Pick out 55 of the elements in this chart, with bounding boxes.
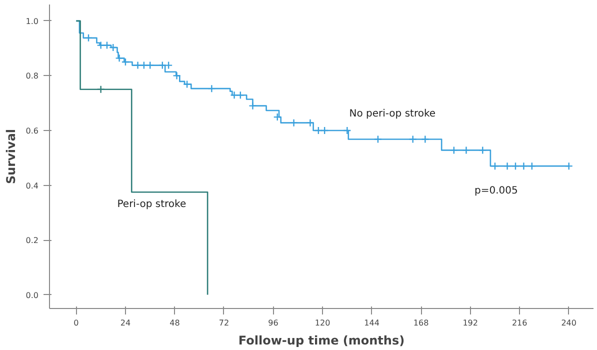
point [164, 61, 173, 70]
x-tick-label: 96 [268, 318, 278, 328]
x-tick-label: 192 [462, 318, 478, 328]
y-tick-label: 0.2 [26, 236, 39, 246]
series-label: No peri-op stroke [349, 108, 436, 120]
y-tick-label: 0.8 [26, 72, 39, 81]
point [520, 162, 528, 170]
x-tick-label: 120 [314, 318, 330, 328]
point [290, 118, 298, 127]
point [115, 54, 124, 62]
point [140, 61, 148, 70]
y-tick-label: 0.6 [26, 126, 39, 136]
x-tick-label: 144 [364, 318, 380, 328]
annotation: p=0.005 [474, 186, 518, 196]
x-tick-label: 216 [512, 318, 528, 328]
x-tick-label: 48 [170, 318, 180, 328]
point [158, 61, 167, 70]
point [96, 41, 105, 50]
y-tick-label: 1.0 [26, 16, 39, 26]
point [320, 126, 329, 135]
point [343, 126, 352, 135]
point [182, 80, 192, 88]
point [478, 146, 487, 154]
point [208, 84, 216, 93]
x-tick-label: 240 [561, 318, 577, 328]
point [490, 162, 500, 170]
x-tick-label: 24 [120, 318, 131, 328]
point [503, 162, 512, 170]
point [172, 72, 181, 80]
point [564, 162, 573, 170]
x-tick-label: 72 [218, 318, 230, 328]
y-tick-label: 0.4 [26, 181, 39, 190]
y-axis-title: Survival [4, 128, 18, 184]
x-axis-title: Follow-up time (months) [238, 334, 405, 348]
point [134, 61, 142, 70]
point [121, 58, 130, 66]
point [102, 41, 112, 50]
x-tick-label: 0 [74, 318, 79, 328]
point [248, 102, 257, 110]
point [462, 146, 470, 154]
point [273, 112, 282, 122]
point [109, 43, 118, 52]
point [314, 126, 323, 135]
x-tick-label: 168 [413, 318, 429, 328]
point [421, 135, 430, 144]
point [528, 162, 536, 170]
point [306, 118, 314, 127]
series-label: Peri-op stroke [117, 198, 186, 210]
point [230, 91, 238, 100]
point [96, 85, 105, 94]
point [408, 135, 417, 144]
point [374, 135, 382, 144]
y-tick-label: 0.0 [26, 290, 39, 300]
point [84, 34, 93, 42]
point [511, 162, 520, 170]
